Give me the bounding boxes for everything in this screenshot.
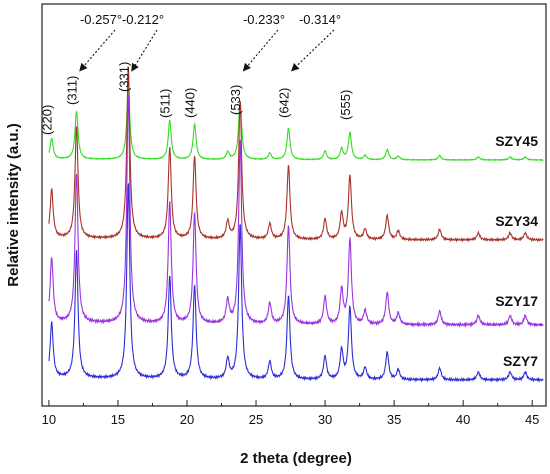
hkl-label: (533) (228, 85, 243, 115)
shift-arrow (291, 29, 335, 72)
x-axis: 10 15 20 25 30 35 40 45 (42, 400, 539, 427)
plot-frame (41, 3, 547, 407)
series-label-szy7: SZY7 (503, 353, 538, 369)
x-tick-label: 40 (456, 412, 470, 427)
shift-arrow (131, 29, 158, 72)
x-tick-label: 45 (525, 412, 539, 427)
hkl-label: (440) (183, 88, 198, 118)
shift-arrow (79, 29, 116, 72)
shift-annotation: -0.212° (122, 12, 164, 27)
x-axis-label: 2 theta (degree) (240, 450, 352, 467)
series-line-szy7 (48, 183, 544, 383)
series-label-szy45: SZY45 (495, 133, 538, 149)
shift-annotations: -0.257° -0.212° -0.233° -0.314° (79, 12, 341, 72)
series-label-szy17: SZY17 (495, 293, 538, 309)
hkl-label: (511) (158, 89, 173, 118)
shift-annotation: -0.233° (243, 12, 285, 27)
series-label-szy34: SZY34 (495, 213, 538, 229)
series-labels: SZY45 SZY34 SZY17 SZY7 (495, 133, 538, 369)
hkl-label: (311) (65, 76, 80, 105)
shift-annotation: -0.314° (299, 12, 341, 27)
hkl-label: (555) (338, 90, 353, 120)
x-tick-label: 25 (249, 412, 263, 427)
hkl-label: (331) (116, 62, 131, 92)
x-tick-label: 30 (318, 412, 332, 427)
hkl-label: (642) (276, 88, 291, 118)
shift-arrow (242, 29, 279, 72)
hkl-labels: (220) (311) (331) (511) (440) (533) (642) (555) (40, 62, 353, 135)
series-layer (48, 67, 544, 383)
hkl-label: (220) (40, 105, 55, 135)
x-tick-label: 35 (387, 412, 401, 427)
series-line-szy34 (48, 67, 544, 243)
x-tick-label: 15 (111, 412, 125, 427)
series-line-szy45 (48, 86, 544, 162)
x-tick-label: 10 (42, 412, 56, 427)
series-line-szy17 (48, 94, 544, 328)
x-tick-label: 20 (180, 412, 194, 427)
y-axis-label: Relative intensity (a.u.) (5, 123, 22, 286)
shift-annotation: -0.257° (80, 12, 122, 27)
